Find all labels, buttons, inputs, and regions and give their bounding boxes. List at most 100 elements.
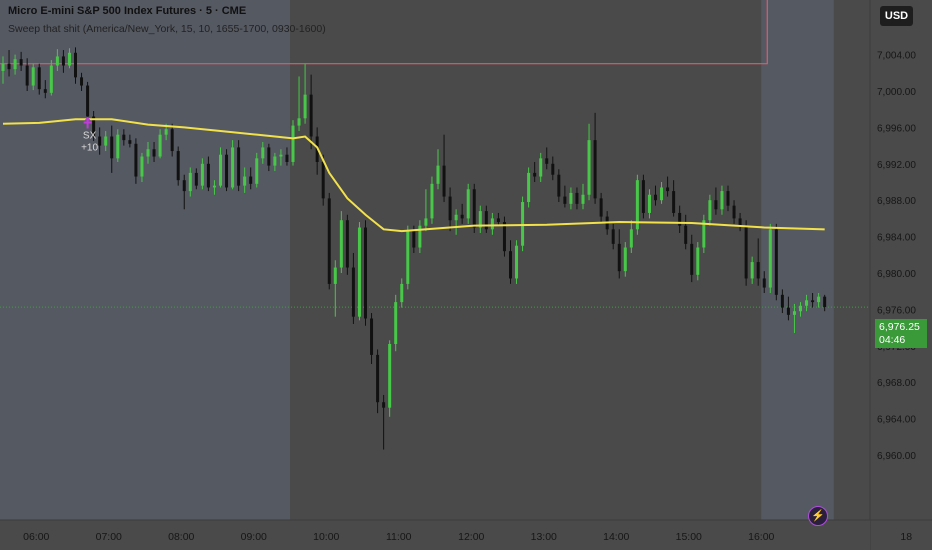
- candle-body[interactable]: [654, 194, 657, 201]
- candle-body[interactable]: [376, 354, 380, 403]
- candle-body[interactable]: [86, 85, 90, 117]
- candle-body[interactable]: [509, 251, 512, 279]
- candle-body[interactable]: [19, 59, 23, 66]
- candle-body[interactable]: [732, 205, 736, 219]
- candle-body[interactable]: [206, 163, 210, 188]
- candle-body[interactable]: [629, 229, 633, 248]
- candle-body[interactable]: [152, 149, 156, 157]
- candle-body[interactable]: [521, 202, 525, 246]
- candle-body[interactable]: [25, 65, 29, 86]
- candle-body[interactable]: [364, 227, 367, 319]
- candle-body[interactable]: [80, 77, 84, 86]
- candle-body[interactable]: [768, 229, 772, 288]
- candle-body[interactable]: [412, 231, 416, 248]
- candle-body[interactable]: [7, 63, 11, 70]
- candle-body[interactable]: [805, 300, 809, 306]
- candle-body[interactable]: [1, 63, 5, 71]
- candle-body[interactable]: [666, 187, 670, 192]
- candle-body[interactable]: [545, 158, 549, 164]
- candle-body[interactable]: [635, 180, 639, 230]
- candle-body[interactable]: [684, 225, 688, 244]
- candle-body[interactable]: [327, 198, 331, 284]
- candle-body[interactable]: [74, 52, 77, 78]
- candle-body[interactable]: [31, 67, 35, 86]
- candle-body[interactable]: [587, 140, 591, 195]
- candle-body[interactable]: [436, 165, 440, 184]
- candle-body[interactable]: [261, 147, 265, 159]
- candle-body[interactable]: [557, 174, 561, 197]
- candle-body[interactable]: [472, 189, 476, 228]
- candle-body[interactable]: [255, 158, 259, 184]
- candle-body[interactable]: [448, 196, 452, 221]
- candle-body[interactable]: [357, 227, 361, 317]
- candle-body[interactable]: [309, 94, 313, 137]
- candle-body[interactable]: [188, 172, 192, 192]
- candle-body[interactable]: [647, 194, 651, 213]
- candle-body[interactable]: [484, 211, 488, 230]
- candle-body[interactable]: [104, 136, 108, 146]
- candle-body[interactable]: [738, 218, 742, 226]
- candle-body[interactable]: [170, 129, 174, 152]
- candle-body[interactable]: [345, 220, 349, 268]
- candle-body[interactable]: [533, 172, 537, 177]
- candle-body[interactable]: [660, 187, 664, 201]
- candle-body[interactable]: [515, 245, 519, 279]
- candle-body[interactable]: [267, 147, 271, 166]
- candle-body[interactable]: [496, 218, 500, 223]
- candle-body[interactable]: [786, 307, 790, 315]
- candle-body[interactable]: [551, 163, 555, 175]
- candle-body[interactable]: [370, 318, 374, 355]
- candle-body[interactable]: [249, 176, 253, 184]
- candle-body[interactable]: [611, 229, 615, 244]
- candle-body[interactable]: [726, 191, 730, 206]
- price-axis-panel[interactable]: [870, 0, 932, 550]
- candle-body[interactable]: [460, 214, 464, 219]
- candle-body[interactable]: [478, 211, 482, 228]
- candle-body[interactable]: [750, 262, 754, 279]
- candle-body[interactable]: [37, 67, 41, 90]
- candle-body[interactable]: [351, 267, 355, 317]
- candle-body[interactable]: [382, 402, 386, 408]
- candle-body[interactable]: [454, 214, 458, 221]
- candle-body[interactable]: [303, 94, 307, 119]
- candle-body[interactable]: [575, 192, 579, 204]
- candle-body[interactable]: [424, 218, 428, 226]
- candle-body[interactable]: [279, 154, 283, 157]
- currency-button[interactable]: USD: [880, 6, 913, 26]
- candle-body[interactable]: [194, 172, 198, 186]
- candle-body[interactable]: [641, 180, 645, 213]
- candle-body[interactable]: [708, 200, 712, 221]
- candle-body[interactable]: [182, 180, 186, 192]
- candle-body[interactable]: [134, 143, 138, 177]
- candle-body[interactable]: [799, 305, 802, 312]
- candle-body[interactable]: [774, 229, 778, 295]
- candle-body[interactable]: [418, 225, 422, 248]
- candle-body[interactable]: [527, 172, 531, 203]
- candle-body[interactable]: [623, 247, 627, 272]
- indicator-legend[interactable]: Sweep that shit (America/New_York, 15, 1…: [8, 23, 326, 35]
- candle-body[interactable]: [158, 134, 162, 157]
- candle-body[interactable]: [92, 116, 96, 137]
- candle-body[interactable]: [339, 220, 343, 268]
- candle-body[interactable]: [811, 300, 815, 303]
- candle-body[interactable]: [116, 134, 120, 159]
- candle-body[interactable]: [55, 56, 59, 66]
- candle-body[interactable]: [67, 52, 71, 66]
- candle-body[interactable]: [672, 191, 676, 213]
- candle-body[interactable]: [110, 136, 114, 159]
- candle-body[interactable]: [823, 296, 827, 308]
- candle-body[interactable]: [237, 147, 241, 186]
- candle-body[interactable]: [140, 156, 144, 177]
- candle-body[interactable]: [49, 65, 53, 93]
- candle-body[interactable]: [490, 218, 494, 230]
- candle-body[interactable]: [406, 231, 410, 284]
- candle-body[interactable]: [273, 156, 277, 166]
- lightning-bolt-icon[interactable]: ⚡: [808, 506, 828, 526]
- candle-body[interactable]: [502, 222, 506, 252]
- candle-body[interactable]: [321, 161, 325, 199]
- candle-body[interactable]: [212, 185, 216, 188]
- candle-body[interactable]: [762, 278, 766, 288]
- candle-body[interactable]: [696, 247, 700, 275]
- candle-body[interactable]: [817, 296, 821, 303]
